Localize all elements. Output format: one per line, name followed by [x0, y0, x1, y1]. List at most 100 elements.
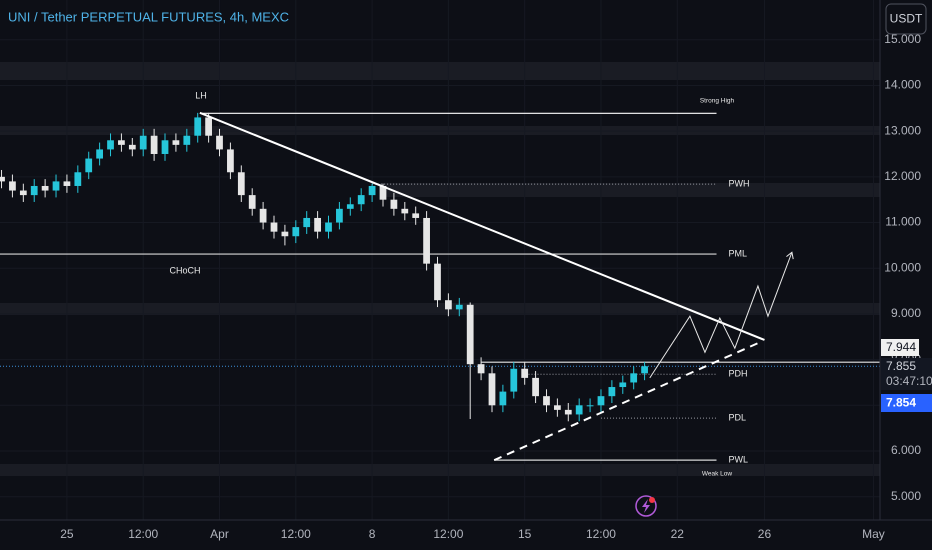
lh-label: LH: [195, 90, 207, 100]
level-label: PDH: [729, 369, 748, 379]
candle-body: [641, 366, 648, 374]
candle-body: [205, 117, 212, 136]
level-label: PWH: [729, 179, 750, 189]
alert-circle[interactable]: [635, 495, 657, 517]
candle-body: [281, 231, 289, 237]
candle-body: [477, 364, 485, 374]
zone: [0, 464, 880, 476]
candle-body: [336, 208, 343, 223]
x-tick-label: 22: [671, 527, 685, 541]
candle-body: [314, 217, 321, 232]
y-tick-label: 9.000: [891, 306, 921, 320]
x-tick-label: 25: [60, 527, 74, 541]
candle-body: [237, 172, 245, 196]
alert-icon[interactable]: [635, 495, 657, 517]
candle-body: [543, 396, 550, 406]
axis-layer: 5.0006.0007.0008.0009.00010.00011.00012.…: [60, 32, 932, 541]
y-tick-label: 15.000: [884, 32, 921, 46]
candle-body: [259, 208, 267, 223]
x-tick-label: 8: [369, 527, 376, 541]
candle-body: [30, 185, 38, 196]
candle-body: [194, 117, 202, 136]
y-tick-label: 14.000: [884, 78, 921, 92]
zone: [0, 126, 880, 135]
candle-body: [74, 172, 82, 186]
level-label: PDL: [729, 412, 747, 422]
candle-body: [488, 373, 496, 406]
candle-body: [434, 263, 441, 301]
last-price-label: 7.855: [886, 359, 916, 373]
candle-body: [554, 405, 561, 410]
candle-body: [630, 373, 638, 383]
candle-body: [368, 185, 376, 196]
candle-body: [9, 181, 16, 191]
candle-body: [379, 185, 387, 200]
x-tick-label: 15: [518, 527, 532, 541]
last-price-box: [881, 358, 932, 390]
candle-body: [19, 190, 27, 196]
level-label: PML: [729, 248, 748, 258]
candle-body: [227, 149, 234, 173]
zone: [0, 62, 880, 80]
price-axis: [880, 0, 932, 550]
candle-body: [118, 140, 125, 145]
y-tick-label: 6.000: [891, 443, 921, 457]
alert-bolt[interactable]: [642, 499, 650, 513]
candle-body: [455, 304, 463, 310]
strong-high-label: Strong High: [700, 98, 735, 105]
candle-body: [586, 405, 594, 407]
x-tick-label: 12:00: [281, 527, 311, 541]
y-tick-label: 5.000: [891, 489, 921, 503]
candle-body: [325, 222, 332, 232]
candle-body: [139, 135, 147, 150]
candle-body: [390, 199, 398, 209]
x-tick-label: May: [862, 527, 885, 541]
candle-body: [292, 227, 300, 237]
currency-button-label[interactable]: USDT: [890, 12, 923, 26]
candle-body: [346, 204, 354, 209]
candle-body: [564, 409, 572, 415]
candle-body: [412, 213, 420, 218]
trendline: [199, 111, 765, 341]
bid-price-label: 7.854: [886, 396, 916, 410]
marker-price-box: [881, 339, 919, 356]
candle-body: [521, 368, 529, 378]
level-label: PWL: [729, 455, 749, 465]
y-tick-label: 13.000: [884, 123, 921, 137]
x-tick-label: 12:00: [433, 527, 463, 541]
candle-body: [357, 195, 365, 205]
candle-body: [183, 135, 191, 145]
candle-body: [423, 217, 430, 264]
candle-body: [96, 149, 103, 159]
weak-low-label: Weak Low: [702, 471, 733, 478]
alert-dot[interactable]: [649, 497, 655, 503]
candle-body: [575, 405, 583, 415]
projection-path: [649, 252, 793, 379]
candle-body: [0, 176, 5, 182]
projection-arrowhead: [786, 251, 794, 260]
candle-body: [445, 300, 452, 310]
candle-body: [172, 140, 180, 145]
candle-body: [499, 391, 507, 406]
candle-body: [52, 181, 60, 191]
marker-price-label: 7.944: [886, 340, 916, 354]
y-tick-label: 12.000: [884, 169, 921, 183]
x-tick-label: 26: [758, 527, 772, 541]
chart-title: UNI / Tether PERPETUAL FUTURES, 4h, MEXC: [8, 9, 289, 24]
candle-body: [63, 181, 71, 186]
candle-body: [597, 396, 605, 406]
x-tick-label: Apr: [210, 527, 229, 541]
candle-body: [510, 368, 518, 392]
x-tick-label: 12:00: [128, 527, 158, 541]
bid-price-box: [881, 394, 932, 412]
candle-body: [150, 135, 158, 154]
currency-button[interactable]: [885, 3, 927, 35]
candle-body: [466, 304, 474, 365]
candle-body: [401, 208, 409, 214]
choch-label: CHoCH: [169, 265, 200, 275]
candle-body: [128, 144, 136, 150]
candle-body: [303, 217, 311, 228]
